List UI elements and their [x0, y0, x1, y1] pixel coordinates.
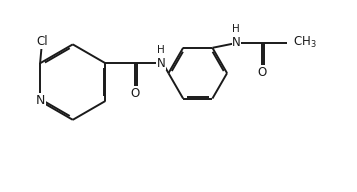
Text: Cl: Cl: [36, 35, 48, 48]
Text: H: H: [232, 24, 240, 34]
Text: O: O: [131, 87, 140, 99]
Text: N: N: [157, 57, 165, 70]
Text: CH$_3$: CH$_3$: [293, 35, 317, 50]
Text: O: O: [257, 66, 267, 79]
Text: N: N: [35, 94, 45, 108]
Text: H: H: [157, 45, 165, 55]
Text: N: N: [232, 36, 241, 49]
